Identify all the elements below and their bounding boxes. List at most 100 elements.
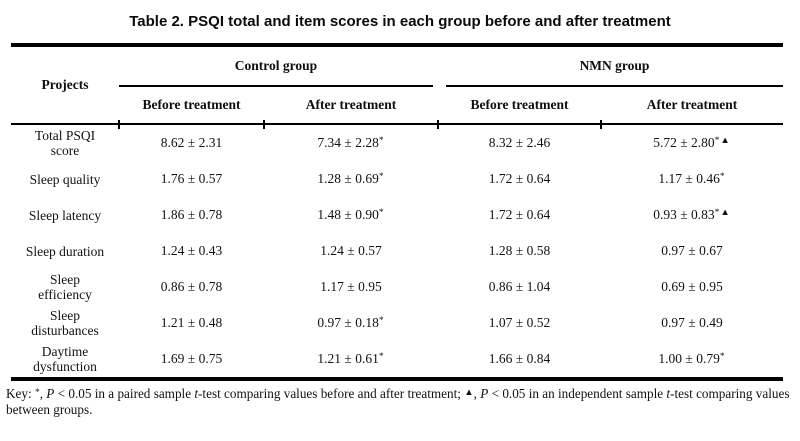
score-value: 1.28 ± 0.69 [317, 171, 379, 186]
score-cell: 1.21 ± 0.48 [119, 305, 264, 341]
score-value: 1.48 ± 0.90 [317, 207, 379, 222]
score-cell: 1.72 ± 0.64 [438, 197, 601, 233]
score-cell: 7.34 ± 2.28* [263, 119, 438, 161]
project-label: Sleep duration [11, 233, 119, 269]
subheader-row: Before treatment After treatment Before … [11, 87, 784, 125]
score-value: 0.97 ± 0.18 [317, 315, 379, 330]
score-value: 1.72 ± 0.64 [488, 171, 551, 186]
score-value: 1.21 ± 0.48 [160, 315, 223, 330]
score-cell: 1.69 ± 0.75 [119, 341, 264, 379]
table-row-sleep-quality: Sleep quality 1.76 ± 0.57 1.28 ± 0.69* 1… [11, 161, 783, 197]
score-value: 0.69 ± 0.95 [661, 279, 723, 294]
control-after-header: After treatment [264, 87, 438, 125]
nmn-group-header: NMN group [438, 45, 784, 87]
key-segment: t [194, 386, 199, 401]
table-key-note: Key: *, P < 0.05 in a paired sample t-te… [6, 385, 795, 418]
key-segment: P [46, 386, 55, 401]
score-cell: 8.32 ± 2.46 [437, 119, 601, 161]
table-row-sleep-disturbances: Sleep disturbances 1.21 ± 0.48 0.97 ± 0.1… [11, 305, 783, 341]
score-value: 5.72 ± 2.80 [653, 135, 715, 150]
significance-marker: * [719, 352, 726, 362]
nmn-group-label: NMN group [579, 58, 650, 73]
score-value: 0.86 ± 1.04 [488, 279, 551, 294]
control-before-header: Before treatment [119, 87, 264, 125]
significance-marker: *▲ [714, 208, 731, 218]
project-line: score [50, 143, 80, 158]
table-row-sleep-latency: Sleep latency 1.86 ± 0.78 1.48 ± 0.90* 1… [11, 197, 783, 233]
score-value: 0.97 ± 0.67 [661, 243, 723, 258]
projects-column-header: Projects [11, 45, 119, 125]
score-value: 0.86 ± 0.78 [160, 279, 223, 294]
project-line: Total PSQI [34, 128, 96, 143]
score-value: 7.34 ± 2.28 [317, 135, 379, 150]
key-segment: < 0.05 in a paired sample [54, 386, 195, 401]
project-label: Sleep latency [11, 197, 119, 233]
key-asterisk-marker: * [34, 388, 40, 398]
score-value: 1.00 ± 0.79 [658, 351, 720, 366]
score-cell: 1.24 ± 0.57 [264, 233, 438, 269]
key-segment: -test comparing values between groups. [6, 386, 790, 417]
score-value: 1.66 ± 0.84 [488, 351, 551, 366]
score-value: 1.69 ± 0.75 [160, 351, 223, 366]
score-cell: 1.21 ± 0.61* [264, 341, 438, 379]
project-line: Sleep latency [28, 207, 102, 223]
project-label: Sleep quality [11, 161, 119, 197]
score-value: 1.17 ± 0.46 [658, 171, 720, 186]
psqi-scores-table: Projects Control group NMN group Before … [11, 43, 784, 381]
project-line: Sleep duration [25, 243, 105, 259]
group-header-row: Projects Control group NMN group [11, 45, 784, 125]
score-value: 1.72 ± 0.64 [488, 207, 551, 222]
score-value: 0.93 ± 0.83 [653, 207, 715, 222]
score-cell: 1.00 ± 0.79* [601, 341, 783, 379]
key-segment: P [480, 386, 489, 401]
nmn-after-header: After treatment [601, 87, 784, 125]
key-triangle-marker: ▲ [464, 388, 474, 398]
significance-marker: * [378, 172, 385, 182]
table-row-daytime-dysfunction: Daytime dysfunction 1.69 ± 0.75 1.21 ± 0.… [11, 341, 783, 379]
score-cell: 1.76 ± 0.57 [119, 161, 264, 197]
score-value: 1.24 ± 0.57 [320, 243, 382, 258]
score-cell: 8.62 ± 2.31 [118, 119, 264, 161]
score-cell: 1.24 ± 0.43 [119, 233, 264, 269]
project-line: efficiency [38, 287, 92, 302]
control-group-header: Control group [119, 45, 438, 87]
key-segment: , [473, 386, 481, 401]
score-value: 8.32 ± 2.46 [488, 135, 551, 150]
significance-marker: * [719, 172, 726, 182]
score-cell: 1.17 ± 0.46* [601, 161, 783, 197]
key-segment: , [39, 386, 47, 401]
score-cell: 0.86 ± 0.78 [119, 269, 264, 305]
key-segment: -test comparing values before and after … [198, 386, 465, 401]
score-cell: 1.17 ± 0.95 [264, 269, 438, 305]
score-value: 1.24 ± 0.43 [160, 243, 223, 258]
significance-marker: * [378, 136, 385, 146]
score-cell: 1.28 ± 0.58 [438, 233, 601, 269]
score-cell: 0.86 ± 1.04 [438, 269, 601, 305]
score-value: 8.62 ± 2.31 [160, 135, 223, 150]
key-segment: < 0.05 in an independent sample [488, 386, 667, 401]
project-line: Daytime [41, 344, 89, 359]
project-line: Sleep [50, 308, 80, 323]
score-cell: 0.93 ± 0.83*▲ [601, 197, 783, 233]
significance-marker: * [378, 352, 385, 362]
project-label: Sleep disturbances [11, 305, 119, 341]
score-cell: 1.86 ± 0.78 [119, 197, 264, 233]
project-line: disturbances [31, 323, 99, 338]
score-value: 1.17 ± 0.95 [320, 279, 382, 294]
score-cell: 1.72 ± 0.64 [438, 161, 601, 197]
table-title: Table 2. PSQI total and item scores in e… [129, 13, 671, 30]
score-value: 1.21 ± 0.61 [317, 351, 379, 366]
key-segment: t [666, 386, 671, 401]
table-row-total-psqi: Total PSQI score 8.62 ± 2.31 7.34 ± 2.28*… [11, 119, 783, 161]
table-row-sleep-duration: Sleep duration 1.24 ± 0.43 1.24 ± 0.57 1… [11, 233, 783, 269]
score-cell: 1.07 ± 0.52 [438, 305, 601, 341]
nmn-before-header: Before treatment [438, 87, 601, 125]
significance-marker: * [378, 208, 385, 218]
score-cell: 0.69 ± 0.95 [601, 269, 783, 305]
score-cell: 0.97 ± 0.18* [264, 305, 438, 341]
table-row-sleep-efficiency: Sleep efficiency 0.86 ± 0.78 1.17 ± 0.95 … [11, 269, 783, 305]
score-cell: 1.28 ± 0.69* [264, 161, 438, 197]
project-line: Sleep [50, 272, 80, 287]
score-value: 1.86 ± 0.78 [160, 207, 223, 222]
